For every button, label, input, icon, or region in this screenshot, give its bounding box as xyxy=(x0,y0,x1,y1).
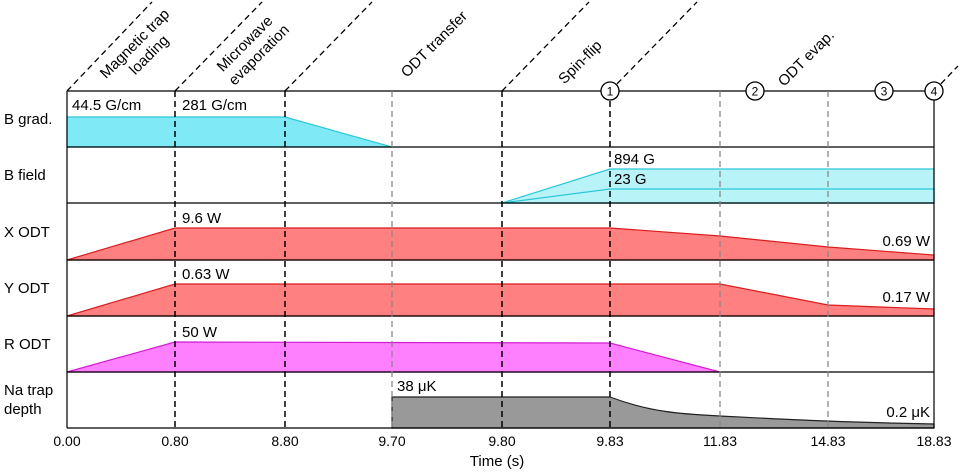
x-tick-label: 11.83 xyxy=(703,433,737,449)
x-tick-label: 0.80 xyxy=(161,433,188,449)
b-field-high-value: 894 G xyxy=(614,151,655,168)
svg-text:4: 4 xyxy=(931,85,938,99)
b-grad-start-value: 44.5 G/cm xyxy=(72,97,141,114)
phase-dividers xyxy=(174,91,829,428)
phase-label-microwave: Microwave evaporation xyxy=(213,9,293,89)
value-labels: 44.5 G/cm 281 G/cm 894 G 23 G 9.6 W 0.69… xyxy=(72,97,931,421)
row-label-trap-depth: Na trap depth xyxy=(4,382,57,418)
x-tick-label: 9.80 xyxy=(488,433,515,449)
x-axis-title: Time (s) xyxy=(470,453,524,470)
svg-text:1: 1 xyxy=(607,85,614,99)
r-odt-peak-value: 50 W xyxy=(182,324,218,341)
b-grad-trace xyxy=(66,116,393,148)
svg-text:2: 2 xyxy=(752,85,759,99)
x-odt-trace xyxy=(66,227,935,261)
y-odt-trace xyxy=(66,283,935,317)
y-odt-peak-value: 0.63 W xyxy=(182,266,230,283)
phase-labels: Magnetic trap loading Microwave evaporat… xyxy=(97,3,838,95)
phase-label-odt-transfer: ODT transfer xyxy=(398,8,471,81)
step-markers: 1 2 3 4 xyxy=(600,81,944,101)
phase-label-magnetic-trap: Magnetic trap loading xyxy=(97,3,189,95)
marker-4: 4 xyxy=(924,81,944,101)
y-odt-end-value: 0.17 W xyxy=(882,289,930,306)
marker-1: 1 xyxy=(600,81,620,101)
x-tick-label: 0.00 xyxy=(53,433,80,449)
x-tick-label: 18.83 xyxy=(916,433,951,449)
trap-depth-trace xyxy=(391,396,935,429)
row-label-r-odt: R ODT xyxy=(4,336,51,353)
x-axis: 0.00 0.80 8.80 9.70 9.80 9.83 11.83 14.8… xyxy=(53,433,951,470)
trap-peak-value: 38 μK xyxy=(397,378,437,395)
x-tick-label: 8.80 xyxy=(271,433,298,449)
r-odt-trace xyxy=(66,341,721,373)
row-separators xyxy=(66,90,935,429)
row-label-b-field: B field xyxy=(4,167,46,184)
row-label-b-grad: B grad. xyxy=(4,111,52,128)
trap-end-value: 0.2 μK xyxy=(886,404,930,421)
row-label-y-odt: Y ODT xyxy=(4,280,50,297)
x-odt-end-value: 0.69 W xyxy=(882,233,930,250)
x-tick-label: 14.83 xyxy=(810,433,845,449)
svg-text:3: 3 xyxy=(881,85,888,99)
phase-label-spin-flip: Spin-flip xyxy=(555,37,605,87)
x-odt-peak-value: 9.6 W xyxy=(182,210,222,227)
row-labels: B grad. B field X ODT Y ODT R ODT Na tra… xyxy=(4,111,57,418)
x-tick-label: 9.83 xyxy=(596,433,623,449)
row-label-x-odt: X ODT xyxy=(4,224,50,241)
phase-label-odt-evap: ODT evap. xyxy=(775,27,838,90)
marker-3: 3 xyxy=(874,81,894,101)
b-grad-peak-value: 281 G/cm xyxy=(182,97,247,114)
x-tick-label: 9.70 xyxy=(378,433,405,449)
b-field-low-value: 23 G xyxy=(614,171,647,188)
marker-2: 2 xyxy=(745,81,765,101)
